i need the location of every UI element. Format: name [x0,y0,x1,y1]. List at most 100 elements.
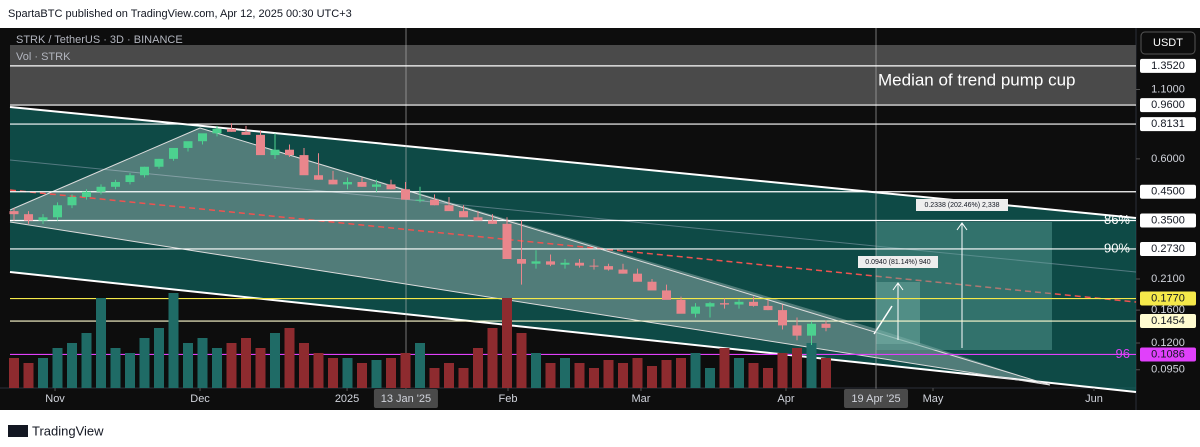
volume-bar [52,348,63,388]
candle-body [96,186,106,192]
publisher-line: SpartaBTC published on TradingView.com, … [8,8,352,20]
volume-bar [197,338,208,388]
volume-bar [690,353,701,388]
volume-bar [618,363,628,388]
candle-body [749,301,758,306]
candle-body [386,184,396,190]
x-tick-label: Dec [190,393,210,405]
candle-body [270,149,280,156]
y-tick-label: 0.1200 [1151,337,1185,349]
candle-body [111,182,120,187]
level-label: 1.3520 [1151,60,1185,72]
candle-body [763,305,773,311]
y-tick-label: 0.0950 [1151,364,1185,376]
volume-bar [792,348,802,388]
volume-bar [241,338,251,388]
volume-bar [67,343,77,388]
volume-bar [9,358,19,388]
candle-body [140,166,149,176]
y-tick-label: 0.2100 [1151,273,1185,285]
y-tick-label: 0.6000 [1151,153,1185,165]
volume-bar [270,333,280,388]
volume-bar [96,298,106,388]
candle-body [82,191,91,197]
candle-body [241,131,251,135]
candle-body [9,211,19,215]
volume-bar [386,358,396,388]
candle-body [589,265,599,267]
volume-bar [328,358,338,388]
candle-body [343,182,352,185]
volume-bar [444,363,454,388]
triangle-edge [199,127,1051,386]
volume-bar [647,366,657,388]
pointer-arrow [873,305,893,335]
footer-bg [0,410,1200,447]
candle-body [734,301,744,305]
volume-bar [719,348,730,388]
level-label: 0.1770 [1151,292,1185,304]
channel-inner [9,159,1137,273]
level-box [1140,184,1196,199]
median-line [9,189,1137,303]
measure-label-bg [916,199,1008,211]
measure-box [876,222,1052,350]
candle-body [560,262,570,265]
measure-label-bg [858,256,938,268]
candle-body [154,158,164,167]
x-tick-label: Nov [45,393,65,405]
candle-body [430,199,439,206]
level-box [1140,213,1196,228]
candle-body [691,306,700,314]
candle-body [125,175,135,183]
plot: 0.2338 (202.46%) 2,338 0.0940 (81.14%) 9… [9,28,1137,393]
volume-bar [806,343,817,388]
candle-body [720,303,729,305]
level-label: 0.4500 [1151,186,1185,198]
volume-bar [400,353,411,388]
volume-bar [139,338,150,388]
candle-body [473,217,483,221]
candle-body [676,299,686,314]
candle-body [531,261,541,264]
level-label: 0.3500 [1151,214,1185,226]
currency-box[interactable] [1140,31,1196,55]
volume-bar [516,333,527,388]
volume-bar [38,358,48,388]
candle-body [53,205,62,218]
volume-bar [415,343,425,388]
measure-arrow-head [892,282,904,291]
candle-body [357,182,367,187]
x-tick-label: Jun [1085,393,1103,405]
volume-bar [545,363,556,388]
volume-bar [473,348,483,388]
volume-bar [502,298,512,388]
volume-bar [821,358,831,388]
currency[interactable]: USDT [1153,37,1183,49]
note: Median of trend pump cup [878,70,1076,89]
volume-bar [284,328,295,388]
volume-bar [632,358,643,388]
candle-body [314,175,323,180]
level-box [1140,347,1196,362]
symbol-title: STRK / TetherUS · 3D · BINANCE [16,34,183,46]
candle-body [198,133,207,142]
volume-bar [342,358,353,388]
candle-body [807,323,816,336]
candle-body [227,128,236,132]
volume-bar [560,358,570,388]
y-tick-label: 1.1000 [1151,83,1185,95]
volume-bar [23,363,34,388]
volume-bar [313,353,324,388]
volume-bar [603,360,614,388]
level-label: 0.1086 [1151,348,1185,360]
level-annotation: -96 [1111,346,1130,361]
volume-bar [763,368,773,388]
x-tick-label: 13 Jan '25 [381,393,431,405]
volume-bar [531,353,541,388]
candle-body [328,179,338,185]
volume-bar [734,358,744,388]
candle-body [705,303,715,307]
level-label: 0.1454 [1151,315,1185,327]
volume-bar [154,328,164,388]
